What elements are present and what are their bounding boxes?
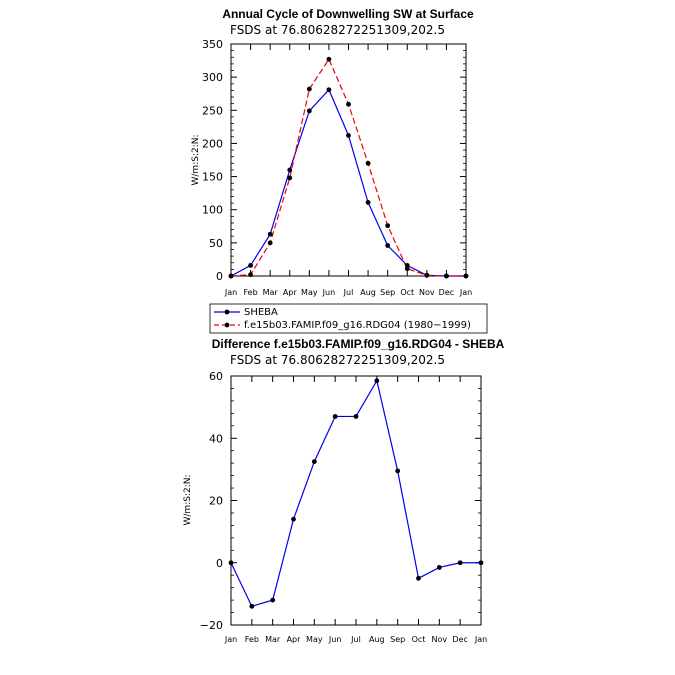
y-axis-label: W/m:S:2:N: <box>183 475 193 526</box>
x-tick-label: Jan <box>224 288 237 297</box>
y-tick-label: 50 <box>209 237 223 250</box>
x-tick-label: Jan <box>474 635 487 644</box>
x-tick-label: Jan <box>224 635 237 644</box>
x-tick-label: Sep <box>390 635 405 644</box>
data-point <box>346 101 351 107</box>
data-point <box>326 87 332 93</box>
data-point <box>306 108 312 114</box>
data-point <box>270 597 276 603</box>
y-tick-label: 100 <box>202 204 223 217</box>
data-point <box>267 231 273 237</box>
legend: SHEBA f.e15b03.FAMIP.f09_g16.RDG04 (1980… <box>209 303 488 334</box>
x-tick-label: Apr <box>287 635 302 644</box>
y-tick-label: 350 <box>202 38 223 51</box>
chart-title: Annual Cycle of Downwelling SW at Surfac… <box>222 7 474 21</box>
data-point <box>228 273 234 279</box>
data-point <box>436 565 442 570</box>
legend-box <box>209 303 488 334</box>
x-tick-label: May <box>306 635 323 644</box>
x-tick-label: Jul <box>350 635 361 644</box>
data-point <box>346 133 351 138</box>
data-point <box>385 223 391 229</box>
y-tick-label: 250 <box>202 104 223 117</box>
data-point <box>353 414 359 419</box>
legend-marker-model <box>224 322 230 328</box>
data-point <box>365 200 371 205</box>
y-tick-label: 20 <box>209 495 223 508</box>
x-tick-label: Jun <box>322 288 336 297</box>
data-point <box>326 56 332 62</box>
series-line-1 <box>230 88 466 277</box>
data-point <box>416 575 421 581</box>
y-tick-label: 150 <box>202 171 223 184</box>
data-point <box>478 560 484 566</box>
x-tick-label: Feb <box>243 288 257 297</box>
data-point <box>395 468 401 474</box>
legend-marker-sheba <box>224 309 230 315</box>
x-tick-label: Feb <box>245 635 259 644</box>
data-point <box>287 175 293 181</box>
chart-subtitle: FSDS at 76.80628272251309,202.5 <box>230 23 445 37</box>
data-point <box>311 459 317 464</box>
difference-chart: Difference f.e15b03.FAMIP.f09_g16.RDG04 … <box>183 337 505 644</box>
data-point <box>374 378 380 384</box>
x-tick-label: Jul <box>343 288 354 297</box>
data-point <box>404 266 410 272</box>
y-tick-label: 0 <box>216 557 223 570</box>
data-point <box>291 516 296 522</box>
y-axis-label: W/m:S:2:N: <box>191 135 201 186</box>
x-tick-label: Mar <box>263 288 279 297</box>
data-point <box>267 240 273 246</box>
data-point <box>249 603 255 609</box>
x-tick-label: Jun <box>328 635 342 644</box>
data-point <box>444 273 449 279</box>
data-point <box>385 243 391 248</box>
data-point <box>287 167 293 173</box>
data-point <box>228 560 234 566</box>
plot-frame <box>230 375 482 626</box>
y-tick-label: −20 <box>200 619 223 632</box>
data-point <box>248 262 253 268</box>
y-tick-label: 200 <box>202 137 223 150</box>
x-tick-label: Dec <box>452 635 467 644</box>
y-tick-label: 300 <box>202 71 223 84</box>
x-tick-label: May <box>301 288 318 297</box>
y-tick-label: 40 <box>209 432 223 445</box>
data-point <box>463 273 469 279</box>
legend-label-sheba: SHEBA <box>244 307 278 318</box>
annual-cycle-chart: Annual Cycle of Downwelling SW at Surfac… <box>191 7 474 297</box>
x-tick-label: Oct <box>412 635 426 644</box>
data-point <box>365 160 371 166</box>
x-tick-label: Oct <box>400 288 414 297</box>
x-tick-label: Jan <box>459 288 472 297</box>
chart-subtitle: FSDS at 76.80628272251309,202.5 <box>230 353 445 367</box>
x-tick-label: Aug <box>360 288 376 297</box>
x-tick-label: Mar <box>265 635 281 644</box>
x-tick-label: Dec <box>439 288 454 297</box>
data-point <box>248 272 253 278</box>
data-point <box>424 272 430 278</box>
legend-label-model: f.e15b03.FAMIP.f09_g16.RDG04 (1980−1999) <box>244 320 471 331</box>
x-tick-label: Nov <box>432 635 448 644</box>
x-tick-label: Apr <box>283 288 298 297</box>
chart-title: Difference f.e15b03.FAMIP.f09_g16.RDG04 … <box>212 337 505 351</box>
x-tick-label: Sep <box>380 288 395 297</box>
y-tick-label: 60 <box>209 370 223 383</box>
x-tick-label: Aug <box>369 635 385 644</box>
series-line-2 <box>230 57 466 277</box>
x-tick-label: Nov <box>419 288 435 297</box>
data-point <box>457 560 463 566</box>
y-tick-label: 0 <box>216 270 223 283</box>
data-point <box>332 414 338 419</box>
data-point <box>306 86 312 92</box>
data-point <box>404 262 410 268</box>
